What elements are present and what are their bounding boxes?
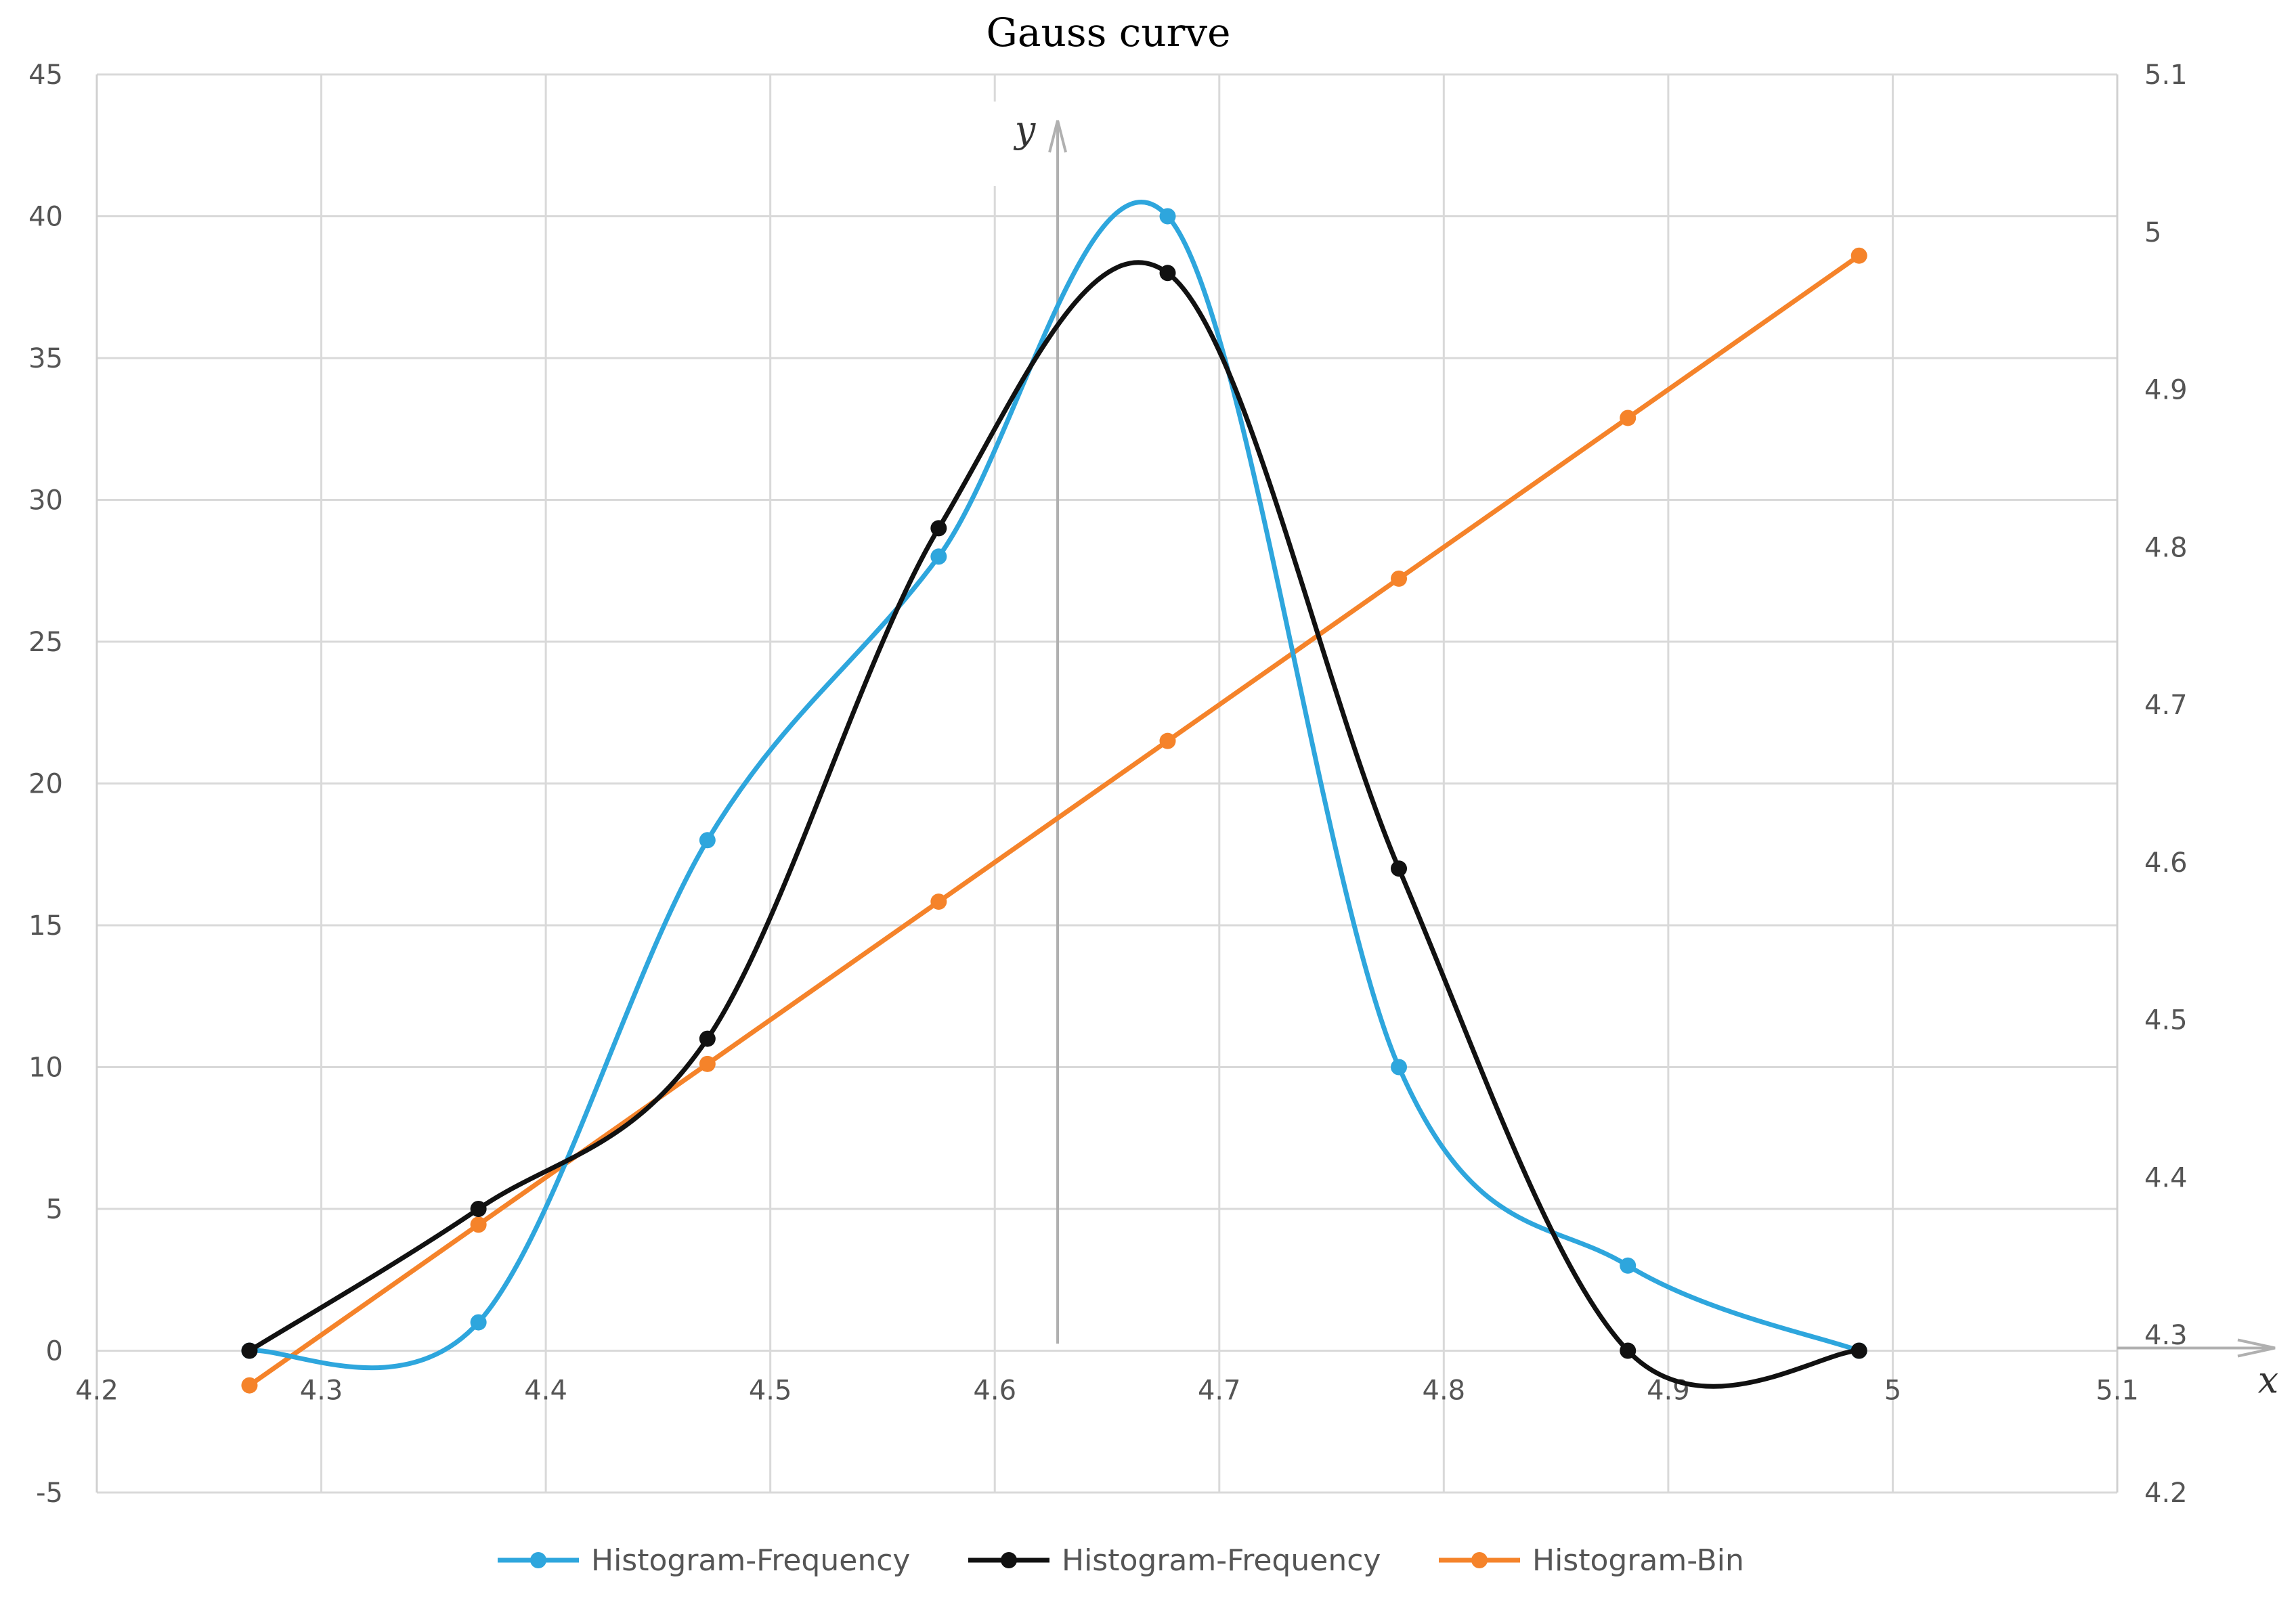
y-right-tick-label: 4.6	[2144, 847, 2188, 879]
axes: yx	[95, 74, 2278, 1493]
y-right-tick-label: 4.4	[2144, 1162, 2188, 1193]
y-left-tick-label: -5	[36, 1478, 63, 1509]
legend-label-1: Histogram-Frequency	[1062, 1543, 1381, 1578]
y-right-tick-label: 5	[2144, 217, 2161, 248]
x-tick-label: 4.4	[524, 1375, 567, 1407]
y-left-tick-label: 20	[28, 769, 63, 800]
series-1-point	[1850, 1342, 1867, 1359]
legend-marker-2	[1471, 1552, 1488, 1568]
series-line-2	[246, 253, 1862, 1388]
tick-labels: 4.2 4.3 4.4 4.5 4.6 4.7 4.8 4.9 5 5.1 -5 0 5 10 15 20 25…	[28, 60, 2188, 1509]
series-1-point	[699, 1030, 716, 1047]
series-2-point	[241, 1377, 258, 1394]
y-left-tick-label: 10	[28, 1053, 63, 1084]
legend-label-0: Histogram-Frequency	[591, 1543, 910, 1578]
series-1-point	[1159, 265, 1176, 282]
series-1-point	[1620, 1342, 1637, 1359]
series-0-point	[930, 548, 947, 565]
y-left-tick-label: 40	[28, 202, 63, 233]
y-right-tick-label: 4.2	[2144, 1478, 2188, 1509]
x-tick-label: 4.2	[75, 1375, 118, 1407]
y-left-tick-label: 45	[28, 60, 63, 91]
y-left-tick-label: 0	[46, 1336, 63, 1367]
series-0-point	[699, 832, 716, 849]
y-right-tick-label: 4.7	[2144, 690, 2188, 721]
series-0-point	[1620, 1257, 1637, 1274]
x-tick-label: 5.1	[2096, 1375, 2139, 1407]
legend-marker-0	[530, 1552, 546, 1568]
series-0-point	[1159, 208, 1176, 225]
series-2-point	[1620, 410, 1637, 426]
x-tick-label: 4.8	[1423, 1375, 1466, 1407]
y-axis-arrow-icon	[1048, 120, 1067, 153]
series-line-0	[246, 200, 1862, 1371]
series-2-point	[1850, 247, 1867, 264]
legend-label-2: Histogram-Bin	[1532, 1543, 1744, 1578]
x-tick-label: 4.7	[1198, 1375, 1241, 1407]
series-1-point	[930, 520, 947, 537]
y-left-tick-label: 30	[28, 485, 63, 516]
legend-marker-1	[1001, 1552, 1017, 1568]
series-line-1	[246, 260, 1862, 1389]
series-2-point	[699, 1055, 716, 1072]
series	[241, 200, 1867, 1394]
y-axis-label-backdrop	[787, 102, 1058, 186]
y-left-tick-label: 15	[28, 910, 63, 942]
y-axis-letter: y	[1014, 108, 1037, 151]
x-tick-label: 4.5	[749, 1375, 792, 1407]
x-tick-label: 4.3	[300, 1375, 343, 1407]
y-left-tick-label: 5	[46, 1194, 63, 1225]
y-right-tick-label: 5.1	[2144, 60, 2188, 91]
series-2-point	[930, 893, 947, 910]
series-0-point	[1391, 1059, 1408, 1076]
y-left-tick-label: 25	[28, 627, 63, 658]
y-right-tick-label: 4.8	[2144, 532, 2188, 563]
x-axis-arrow-icon	[2237, 1338, 2276, 1358]
x-tick-label: 4.6	[973, 1375, 1016, 1407]
x-tick-label: 5	[1884, 1375, 1901, 1407]
y-left-tick-label: 35	[28, 343, 63, 374]
grid-lines	[95, 73, 2119, 1494]
y-right-tick-label: 4.3	[2144, 1320, 2188, 1351]
chart-title: Gauss curve	[987, 9, 1231, 56]
legend: Histogram-Frequency Histogram-Frequency Hi…	[498, 1543, 1744, 1578]
x-axis-letter: x	[2258, 1359, 2278, 1402]
series-1-point	[470, 1201, 487, 1217]
series-1-point	[241, 1342, 258, 1359]
y-right-tick-label: 4.5	[2144, 1005, 2188, 1036]
series-2-point	[1391, 570, 1408, 587]
series-0-point	[470, 1314, 487, 1331]
y-right-tick-label: 4.9	[2144, 375, 2188, 406]
series-2-point	[470, 1216, 487, 1233]
series-2-point	[1159, 732, 1176, 749]
series-1-point	[1391, 860, 1408, 877]
